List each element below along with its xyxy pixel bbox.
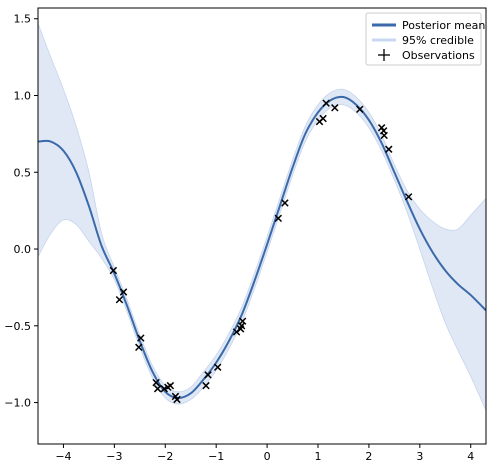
observation-point: [274, 214, 283, 223]
observation-point: [213, 363, 222, 371]
y-tick-label: 1.0: [14, 90, 32, 103]
observation-point: [173, 395, 181, 404]
observation-point: [135, 343, 143, 352]
observation-point: [119, 288, 128, 296]
observation-point: [331, 104, 339, 112]
observation-point: [319, 114, 327, 123]
legend: Posterior mean 95% credible Observations: [365, 12, 485, 66]
observation-point: [204, 371, 212, 379]
x-tick-label: 0: [264, 450, 271, 463]
y-tick-label: 0.5: [14, 166, 32, 179]
observation-point: [115, 295, 124, 304]
observation-point: [322, 99, 330, 107]
plot-frame: [37, 7, 487, 445]
x-tick-label: −1: [208, 450, 224, 463]
observation-point: [356, 105, 364, 114]
observation-point: [153, 385, 162, 393]
x-tick-label: 3: [416, 450, 423, 463]
x-tick-label: −4: [55, 450, 71, 463]
y-axis: −1.0 −0.5 0.0 0.5 1.0 1.5: [4, 13, 38, 410]
legend-observations-label: Observations: [402, 49, 475, 62]
x-tick-label: −3: [106, 450, 122, 463]
y-tick-label: 1.5: [14, 13, 32, 26]
plot-area: [38, 23, 486, 411]
credible-band: [38, 23, 486, 411]
x-tick-label: 4: [467, 450, 474, 463]
observation-point: [152, 378, 160, 387]
x-tick-label: −2: [157, 450, 173, 463]
observation-point: [238, 317, 247, 325]
x-tick-label: 1: [315, 450, 322, 463]
observation-point: [380, 131, 388, 140]
observation-point: [109, 266, 118, 275]
y-tick-label: 0.0: [14, 243, 32, 256]
y-tick-label: −0.5: [4, 320, 31, 333]
observation-point: [404, 193, 413, 201]
legend-observation-marker: [378, 49, 390, 61]
observation-point: [281, 199, 289, 207]
observation-point: [137, 334, 145, 342]
legend-mean-label: Posterior mean: [402, 19, 485, 32]
observation-point: [166, 381, 175, 390]
observation-point: [202, 381, 210, 390]
y-tick-label: −1.0: [4, 397, 31, 410]
legend-band-label: 95% credible: [402, 34, 474, 47]
x-axis: −4 −3 −2 −1 0 1 2 3 4: [55, 444, 474, 463]
observation-point: [385, 145, 393, 153]
x-tick-label: 2: [365, 450, 372, 463]
observations: [109, 99, 413, 404]
